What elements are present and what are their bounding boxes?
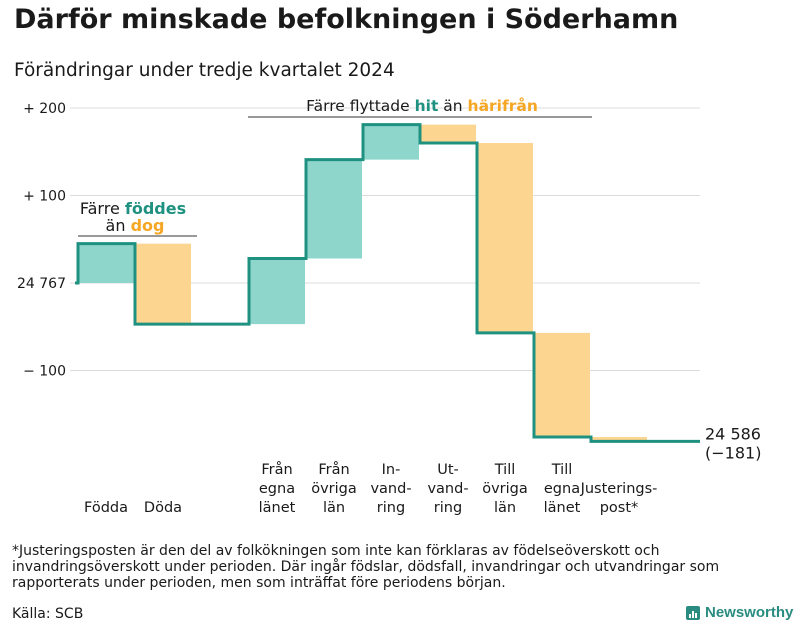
moves-annotation: Färre flyttade hit än härifrån	[306, 96, 538, 115]
births-annotation-line2: än dog	[106, 216, 165, 235]
x-tick-label: Till	[494, 462, 516, 478]
births-annotation-line1: Färre föddes	[80, 199, 186, 218]
x-tick-label: Till	[551, 462, 573, 478]
x-tick-label: övriga	[482, 481, 528, 497]
x-tick-label: länet	[544, 500, 581, 516]
waterfall-bar	[306, 159, 362, 259]
footnote: *Justeringsposten är den del av folkökni…	[12, 543, 720, 591]
x-tick-label: län	[323, 500, 345, 516]
waterfall-bar	[363, 124, 419, 160]
x-tick-label: In-	[382, 462, 401, 478]
brand-logo: Newsworthy	[686, 604, 793, 621]
x-tick-label: ring	[434, 500, 462, 516]
x-tick-label: Justerings-	[580, 481, 658, 497]
x-tick-label: Ut-	[437, 462, 459, 478]
x-tick-label: ring	[377, 500, 405, 516]
x-tick-label: vand-	[427, 481, 468, 497]
waterfall-bar	[477, 143, 533, 333]
waterfall-bar	[135, 243, 191, 325]
x-tick-label: Från	[261, 461, 292, 478]
x-tick-label: övriga	[311, 481, 357, 497]
cumulative-step-line	[75, 123, 700, 443]
chart-title: Därför minskade befolkningen i Söderhamn	[14, 4, 679, 35]
waterfall-bar	[78, 243, 134, 283]
x-tick-label: egna	[259, 481, 295, 497]
net-change-label: (−181)	[705, 443, 761, 462]
waterfall-bar	[591, 437, 647, 442]
waterfall-bar	[420, 124, 476, 143]
x-tick-label: Döda	[144, 500, 182, 516]
x-tick-label: län	[494, 500, 516, 516]
chart-logo-icon	[686, 605, 700, 620]
x-tick-label: post*	[600, 500, 639, 516]
x-tick-label: vand-	[370, 481, 411, 497]
x-tick-label: länet	[259, 500, 296, 516]
end-value-label: 24 586	[705, 424, 761, 443]
chart-subtitle: Förändringar under tredje kvartalet 2024	[14, 60, 395, 81]
source-label: Källa: SCB	[12, 606, 84, 622]
waterfall-bar	[534, 332, 590, 437]
y-tick-label: − 100	[23, 364, 66, 380]
y-tick-label: 24 767	[17, 276, 66, 292]
x-tick-label: Födda	[84, 500, 128, 516]
waterfall-bar	[249, 258, 305, 325]
y-tick-label: + 200	[23, 101, 66, 117]
y-tick-label: + 100	[23, 189, 66, 205]
brand-name: Newsworthy	[705, 604, 794, 621]
x-tick-label: Från	[318, 461, 349, 478]
x-tick-label: egna	[544, 481, 580, 497]
